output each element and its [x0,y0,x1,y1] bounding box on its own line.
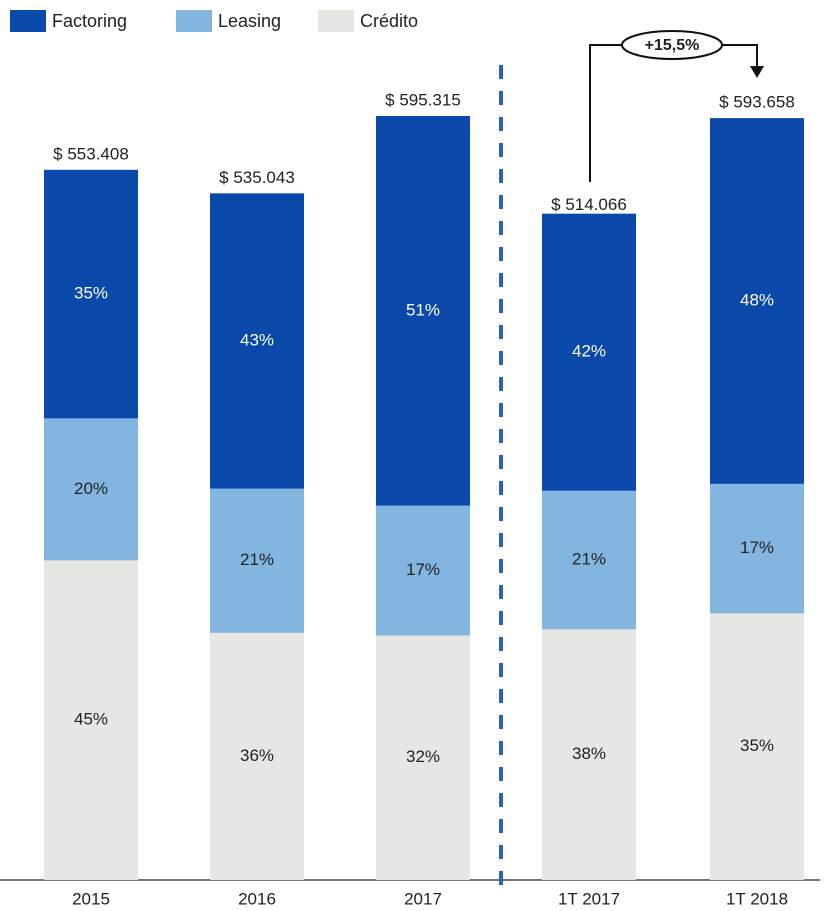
legend-swatch [176,10,212,32]
bracket-left [589,44,622,182]
x-tick-label: 1T 2018 [726,889,788,908]
annotation-text: +15,5% [645,37,700,54]
segment-label: 42% [572,342,606,361]
segment-label: 36% [240,746,274,765]
segment-label: 20% [74,479,108,498]
total-label: $ 595.315 [385,90,461,109]
segment-label: 21% [240,550,274,569]
segment-label: 43% [240,330,274,349]
bar-segment [44,560,138,880]
bar-segment [210,193,304,489]
annotation-oval [621,30,723,60]
bar-segment [44,418,138,561]
segment-label: 51% [406,300,440,319]
bar-segment [44,169,138,419]
bar-segment [210,488,304,633]
x-tick-label: 2015 [72,889,110,908]
bar-segment [710,118,804,484]
legend-label: Factoring [52,11,127,31]
segment-label: 35% [740,736,774,755]
total-label: $ 535.043 [219,168,295,187]
bracket-right [722,44,758,66]
growth-annotation: +15,5% [589,30,764,182]
segment-label: 21% [572,550,606,569]
bar-segment [376,505,470,636]
total-label: $ 514.066 [551,195,627,214]
segment-label: 17% [740,538,774,557]
segment-label: 32% [406,747,440,766]
bar-segment [376,635,470,880]
legend-label: Leasing [218,11,281,31]
legend-swatch [10,10,46,32]
bar-segment [542,490,636,630]
bar-segment [710,613,804,880]
segment-label: 48% [740,290,774,309]
x-tick-label: 2017 [404,889,442,908]
bar-segment [376,116,470,506]
segment-label: 38% [572,744,606,763]
total-label: $ 593.658 [719,93,795,112]
bar-segment [542,213,636,491]
segment-label: 35% [74,284,108,303]
bar-segment [710,483,804,614]
x-tick-label: 1T 2017 [558,889,620,908]
legend-label: Crédito [360,11,418,31]
legend-swatch [318,10,354,32]
segment-label: 17% [406,560,440,579]
arrow-head [750,66,764,78]
bar-segment [210,632,304,880]
x-tick-label: 2016 [238,889,276,908]
total-label: $ 553.408 [53,144,129,163]
segment-label: 45% [74,710,108,729]
bar-segment [542,629,636,880]
